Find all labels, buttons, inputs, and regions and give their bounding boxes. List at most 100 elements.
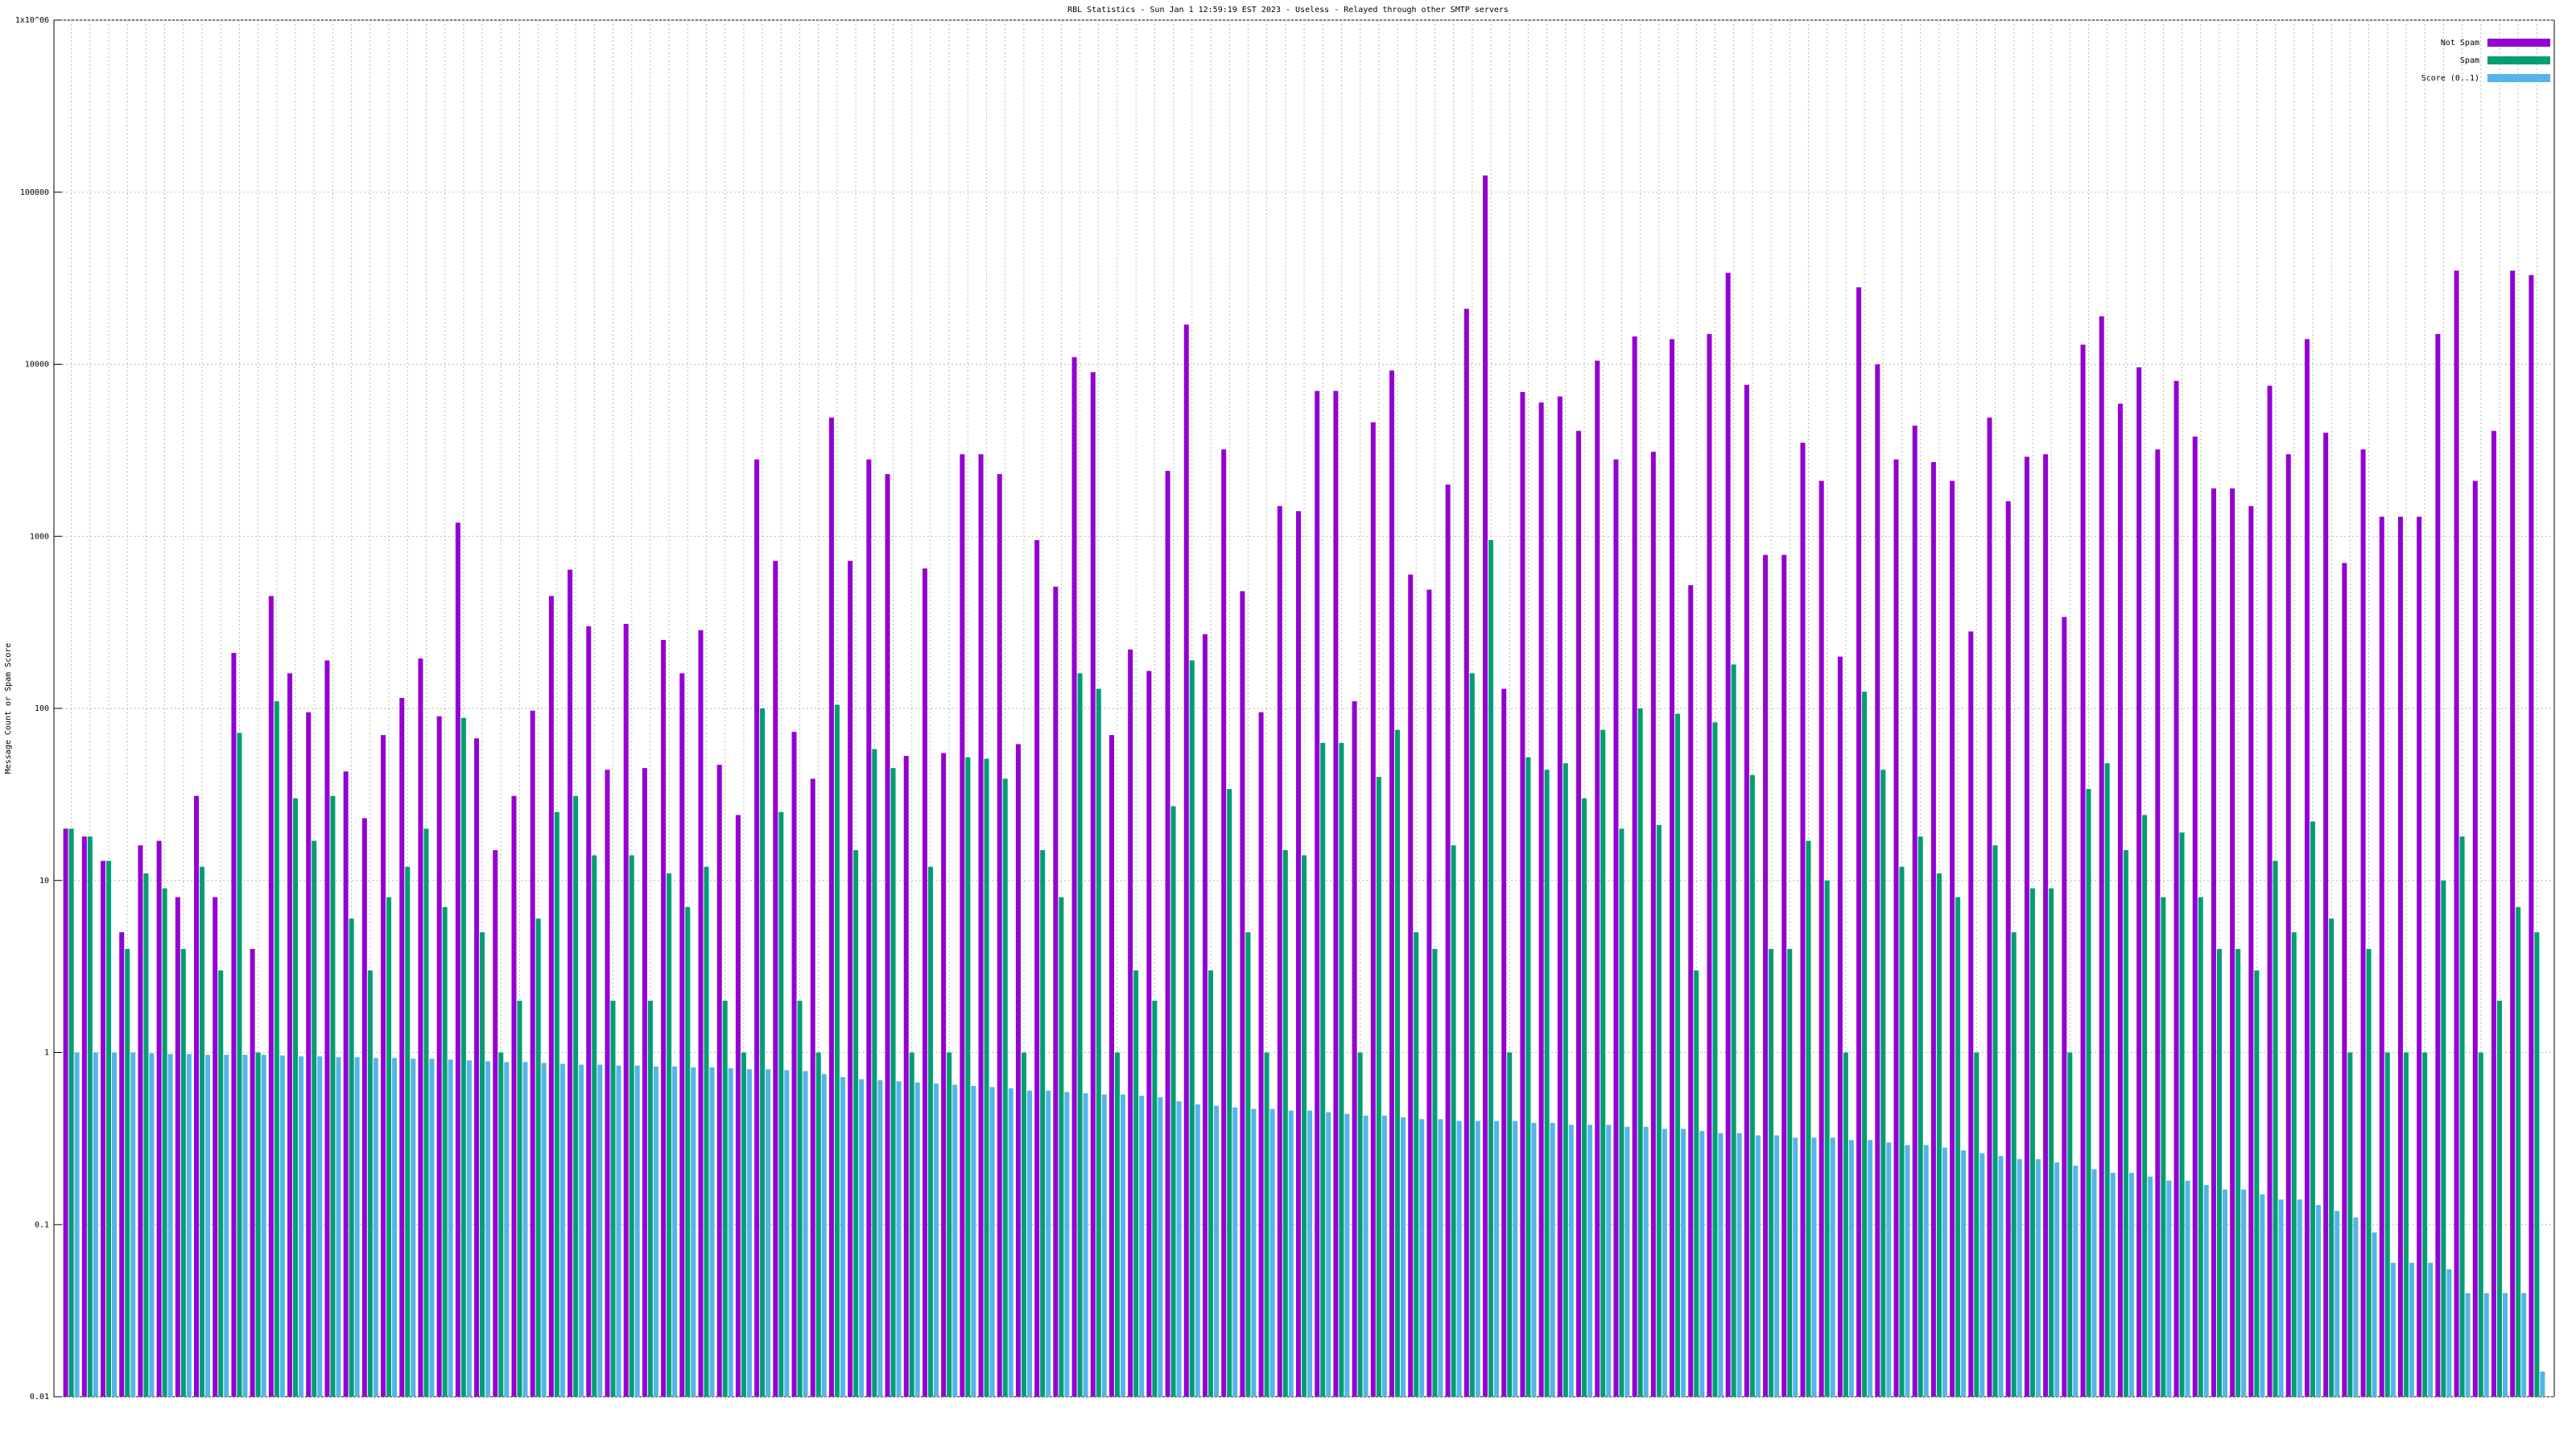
- bar: [597, 1064, 603, 1397]
- y-axis-label: Message Count or Spam Score: [4, 643, 13, 774]
- bar: [373, 1058, 378, 1397]
- y-tick-label: 10: [39, 877, 49, 886]
- bar: [1563, 763, 1568, 1397]
- bar: [927, 866, 933, 1397]
- bar: [1015, 744, 1021, 1397]
- bar: [828, 417, 834, 1397]
- bar: [1277, 506, 1282, 1397]
- bar: [1128, 649, 1133, 1397]
- bar: [605, 770, 610, 1397]
- bar: [1146, 671, 1152, 1397]
- bar: [1026, 1090, 1032, 1397]
- bar: [2117, 403, 2123, 1397]
- bar: [1998, 1156, 2004, 1397]
- bar: [890, 768, 896, 1397]
- bar: [1288, 1110, 1294, 1397]
- bar: [1456, 1121, 1462, 1397]
- bar: [815, 1052, 821, 1397]
- bar: [1624, 1126, 1630, 1397]
- bar: [1930, 462, 1936, 1397]
- bar: [2080, 345, 2086, 1397]
- bar: [1600, 729, 1606, 1397]
- bar: [1483, 175, 1488, 1397]
- bar: [1034, 540, 1040, 1397]
- bar: [610, 1001, 616, 1397]
- bar: [1227, 789, 1232, 1397]
- bar: [317, 1056, 323, 1397]
- bar: [1488, 540, 1494, 1397]
- bar: [2267, 386, 2273, 1397]
- bar: [1531, 1122, 1537, 1397]
- bar: [1408, 574, 1414, 1397]
- bar: [2379, 516, 2384, 1397]
- bar: [728, 1068, 733, 1397]
- bar: [2329, 919, 2334, 1397]
- bar: [2241, 1189, 2247, 1397]
- bar: [2529, 275, 2534, 1397]
- bar: [1139, 1096, 1145, 1397]
- bar: [2397, 516, 2403, 1397]
- bar: [493, 850, 498, 1397]
- bar: [517, 1001, 522, 1397]
- bar: [2128, 1172, 2134, 1397]
- bar: [2491, 431, 2496, 1397]
- bar: [2422, 1052, 2428, 1397]
- bar: [978, 454, 984, 1397]
- bar: [1232, 1107, 1238, 1397]
- bar: [2254, 970, 2260, 1397]
- bar: [1613, 459, 1619, 1397]
- bar: [766, 1069, 771, 1397]
- bar: [2323, 432, 2329, 1397]
- bar: [896, 1081, 902, 1397]
- bar: [1096, 688, 1101, 1397]
- bar: [2148, 1176, 2153, 1397]
- bar: [1520, 391, 1525, 1397]
- bar: [2043, 454, 2049, 1397]
- bar: [909, 1052, 914, 1397]
- bar: [735, 815, 741, 1397]
- bar: [1363, 1115, 1368, 1397]
- bar: [2260, 1194, 2265, 1397]
- bar: [2248, 506, 2254, 1397]
- bar: [194, 795, 200, 1397]
- bar: [287, 673, 293, 1397]
- bar: [1389, 370, 1395, 1397]
- bar: [821, 1074, 827, 1397]
- bar: [436, 716, 442, 1397]
- bar: [274, 701, 279, 1397]
- bar: [1824, 880, 1830, 1397]
- bar: [367, 970, 373, 1397]
- bar: [1699, 1130, 1705, 1397]
- bar: [2049, 888, 2054, 1397]
- bar: [1650, 452, 1656, 1397]
- bar: [1381, 1115, 1387, 1397]
- bar: [1120, 1094, 1125, 1397]
- bar: [2428, 1262, 2434, 1397]
- bar: [1974, 1052, 1979, 1397]
- bar: [2062, 617, 2067, 1397]
- bar: [1694, 970, 1699, 1397]
- bar: [1326, 1112, 1331, 1397]
- chart-title: RBL Statistics - Sun Jan 1 12:59:19 EST …: [1067, 6, 1509, 14]
- bar: [1445, 484, 1451, 1397]
- bar: [2510, 270, 2516, 1397]
- bar: [175, 897, 180, 1397]
- bar: [455, 522, 460, 1397]
- bar: [1133, 970, 1139, 1397]
- bar: [554, 811, 559, 1397]
- bar: [162, 888, 167, 1397]
- bar: [2435, 333, 2441, 1397]
- bar: [1718, 1133, 1724, 1397]
- bar: [143, 873, 149, 1397]
- bar: [716, 765, 722, 1397]
- bar: [1513, 1121, 1518, 1397]
- bar: [2384, 1052, 2390, 1397]
- bar: [1544, 770, 1550, 1397]
- bar: [156, 840, 162, 1397]
- bar: [1401, 1117, 1406, 1397]
- bar: [2073, 1166, 2079, 1397]
- bar: [354, 1057, 360, 1397]
- bar: [1264, 1052, 1269, 1397]
- bar: [1923, 1145, 1929, 1397]
